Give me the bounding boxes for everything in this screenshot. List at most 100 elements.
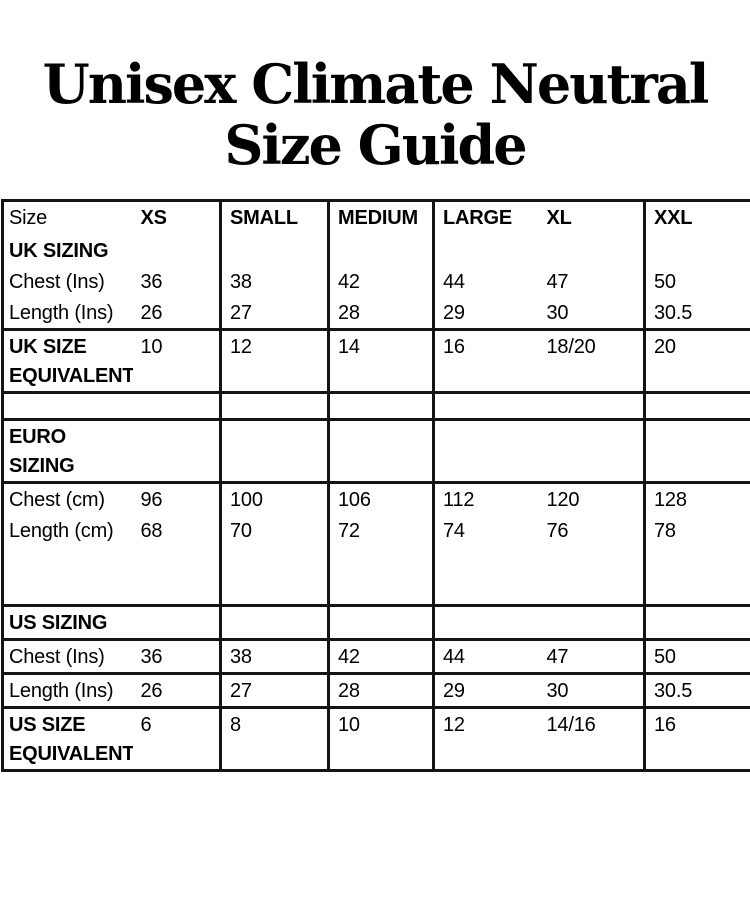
size-value-cell: 70 bbox=[220, 514, 330, 546]
table-row-uk-chest: Chest (Ins) 36 38 42 44 47 50 bbox=[3, 265, 750, 297]
table-cell bbox=[220, 234, 330, 266]
size-guide-table: Size XS SMALL MEDIUM LARGE XL XXL UK SIZ… bbox=[1, 199, 750, 772]
size-value-cell: 38 bbox=[220, 265, 330, 297]
size-value-cell: 12 bbox=[443, 714, 465, 736]
table-cell bbox=[538, 392, 646, 421]
size-value-cell: 120 bbox=[538, 482, 646, 515]
table-cell bbox=[132, 545, 222, 607]
table-cell bbox=[644, 605, 750, 641]
size-value-cell: 30.5 bbox=[644, 673, 750, 709]
row-label-cell: Length (Ins) bbox=[2, 296, 133, 331]
column-header-cell: MEDIUM bbox=[328, 200, 435, 235]
table-cell bbox=[538, 545, 646, 607]
section-label-cell: EURO SIZING bbox=[2, 419, 133, 484]
table-cell bbox=[433, 392, 539, 421]
size-value-cell: 50 bbox=[654, 270, 676, 293]
size-value-cell: 47 bbox=[538, 639, 646, 675]
page-title-line-2: Size Guide bbox=[224, 113, 527, 177]
table-cell bbox=[644, 419, 750, 484]
table-cell bbox=[220, 605, 330, 641]
size-value-cell: 42 bbox=[328, 265, 435, 297]
table-cell bbox=[434, 235, 539, 266]
size-value-cell: 30 bbox=[538, 296, 646, 331]
column-header-cell: SMALL bbox=[220, 200, 330, 235]
table-cell bbox=[132, 234, 222, 266]
size-value-cell: 38 bbox=[220, 639, 330, 675]
size-value-cell: 36 bbox=[132, 639, 222, 675]
table-cell bbox=[220, 545, 330, 607]
table-cell bbox=[645, 235, 750, 266]
size-value-cell: 10 bbox=[328, 707, 435, 771]
table-cell bbox=[220, 392, 330, 421]
section-label-cell: UK SIZING bbox=[9, 239, 109, 262]
table-cell bbox=[328, 234, 435, 266]
table-row-spacer bbox=[2, 545, 750, 607]
size-value-cell: 100 bbox=[220, 482, 330, 515]
size-value-cell: 16 bbox=[433, 329, 539, 394]
table-row-uk-size-equivalent: UK SIZE EQUIVALENT 10 12 14 16 18/20 20 bbox=[2, 329, 750, 394]
table-cell bbox=[433, 545, 539, 607]
size-value-cell: 6 bbox=[132, 707, 222, 771]
size-value-cell: 42 bbox=[328, 639, 435, 675]
table-row-uk-length: Length (Ins) 26 27 28 29 30 30.5 bbox=[2, 296, 750, 331]
size-value-cell: 26 bbox=[132, 296, 222, 331]
section-label-cell: US SIZING bbox=[2, 605, 133, 641]
size-value-cell: 16 bbox=[654, 714, 676, 736]
table-cell bbox=[433, 419, 539, 484]
size-value-cell: 28 bbox=[328, 673, 435, 709]
size-value-cell: 27 bbox=[220, 673, 330, 709]
size-value-cell: 78 bbox=[654, 519, 676, 542]
row-label-cell: Length (cm) bbox=[9, 519, 114, 542]
page-title: Unisex Climate Neutral Size Guide bbox=[0, 54, 750, 176]
size-value-cell: 29 bbox=[433, 296, 539, 331]
table-cell bbox=[328, 392, 435, 421]
size-value-cell: 112 bbox=[443, 488, 475, 511]
size-value-cell: 20 bbox=[644, 329, 750, 394]
size-value-cell: 14 bbox=[328, 329, 435, 394]
table-row-header: Size XS SMALL MEDIUM LARGE XL XXL bbox=[3, 200, 750, 235]
row-label-cell: Chest (Ins) bbox=[9, 270, 105, 293]
table-cell bbox=[538, 234, 646, 266]
size-value-cell: 14/16 bbox=[538, 707, 646, 771]
row-label-cell: Chest (cm) bbox=[9, 488, 105, 511]
table-row-euro-chest: Chest (cm) 96 100 106 112 120 128 bbox=[3, 482, 750, 515]
size-value-cell: 44 bbox=[443, 270, 465, 293]
size-value-cell: 30.5 bbox=[644, 296, 750, 331]
table-cell bbox=[328, 419, 435, 484]
table-cell bbox=[220, 419, 330, 484]
size-value-cell: 18/20 bbox=[538, 329, 646, 394]
size-value-cell: 106 bbox=[328, 482, 435, 515]
row-label-cell: US SIZE EQUIVALENT bbox=[9, 714, 133, 765]
size-value-cell: 8 bbox=[220, 707, 330, 771]
row-label-cell: Chest (Ins) bbox=[2, 639, 133, 675]
size-value-cell: 27 bbox=[220, 296, 330, 331]
table-cell bbox=[538, 419, 646, 484]
table-cell bbox=[433, 605, 539, 641]
table-cell bbox=[2, 545, 133, 607]
size-value-cell: 96 bbox=[132, 482, 222, 515]
table-cell bbox=[538, 605, 646, 641]
table-row-euro-sizing: EURO SIZING bbox=[2, 419, 750, 484]
column-header-cell: XS bbox=[132, 200, 222, 235]
size-value-cell: 36 bbox=[132, 265, 222, 297]
size-value-cell: 50 bbox=[644, 639, 750, 675]
table-cell bbox=[132, 419, 222, 484]
table-cell bbox=[132, 605, 222, 641]
column-header-cell: LARGE bbox=[443, 207, 513, 229]
size-value-cell: 72 bbox=[328, 514, 435, 546]
table-row-euro-length: Length (cm) 68 70 72 74 76 78 bbox=[3, 514, 750, 546]
size-value-cell: 47 bbox=[538, 265, 646, 297]
table-cell bbox=[328, 545, 435, 607]
column-header-cell: Size bbox=[9, 207, 48, 229]
table-row-uk-sizing: UK SIZING bbox=[3, 234, 750, 266]
row-label-cell: Length (Ins) bbox=[2, 673, 133, 709]
page-title-line-1: Unisex Climate Neutral bbox=[42, 52, 710, 116]
table-cell bbox=[2, 392, 133, 421]
table-row-us-sizing: US SIZING bbox=[2, 605, 750, 641]
column-header-cell: XL bbox=[538, 200, 646, 235]
table-cell bbox=[644, 545, 750, 607]
column-header-cell: XXL bbox=[654, 207, 693, 229]
size-value-cell: 44 bbox=[433, 639, 539, 675]
size-value-cell: 68 bbox=[132, 514, 222, 546]
